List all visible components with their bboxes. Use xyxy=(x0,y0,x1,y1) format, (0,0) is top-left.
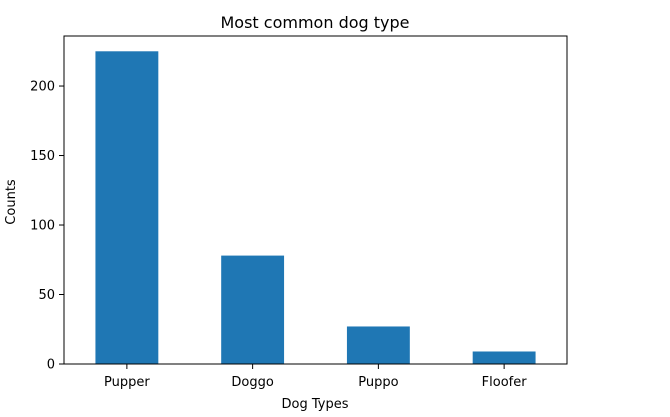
x-tick-label-doggo: Doggo xyxy=(231,375,273,390)
y-tick-label-0: 0 xyxy=(47,358,55,373)
y-axis: 0 50 100 150 200 xyxy=(30,80,64,373)
y-axis-label: Counts xyxy=(4,179,19,225)
bar-pupper xyxy=(95,51,159,364)
bar-puppo xyxy=(346,326,410,364)
x-axis-label: Dog Types xyxy=(282,397,349,412)
y-tick-label-150: 150 xyxy=(30,149,55,164)
x-tick-label-puppo: Puppo xyxy=(358,375,398,390)
y-tick-label-50: 50 xyxy=(38,288,55,303)
plot-border xyxy=(63,35,568,365)
chart-title: Most common dog type xyxy=(221,13,410,32)
bar-doggo xyxy=(221,255,285,364)
x-axis: Pupper Doggo Puppo Floofer xyxy=(104,364,527,390)
x-tick-label-pupper: Pupper xyxy=(104,375,150,390)
y-tick-label-100: 100 xyxy=(30,219,55,234)
x-tick-label-floofer: Floofer xyxy=(482,375,528,390)
y-tick-label-200: 200 xyxy=(30,80,55,95)
bars-group xyxy=(95,51,536,364)
bar-floofer xyxy=(472,351,536,364)
